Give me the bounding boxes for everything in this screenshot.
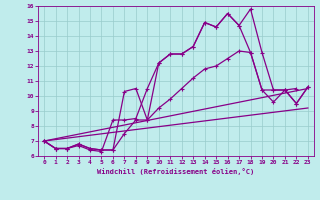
X-axis label: Windchill (Refroidissement éolien,°C): Windchill (Refroidissement éolien,°C) — [97, 168, 255, 175]
